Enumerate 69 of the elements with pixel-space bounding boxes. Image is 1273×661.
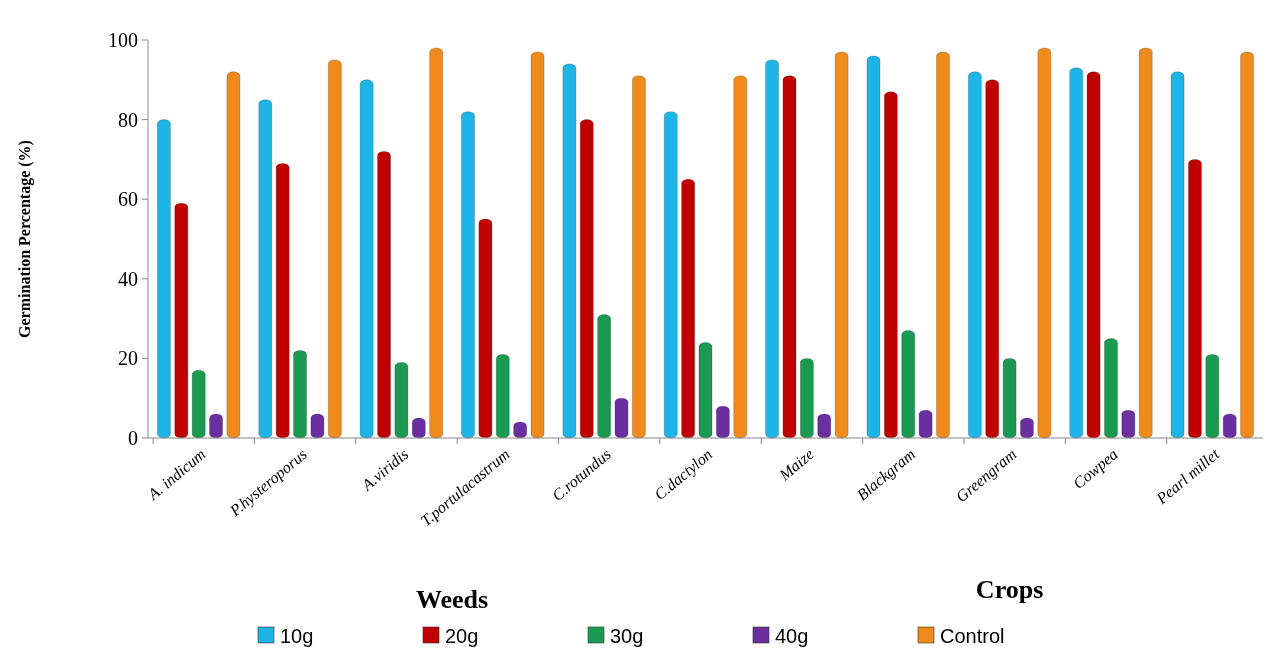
bar [310,413,325,439]
legend-label: 40g [775,625,809,647]
bar [293,350,307,439]
legend-label: 30g [610,625,644,647]
bar [834,51,849,439]
bar [191,370,206,439]
bar [716,405,730,439]
bar [174,202,189,439]
bar [377,151,391,439]
bar [579,119,594,439]
y-tick-label: 100 [108,29,138,51]
bar [1170,71,1185,439]
legend-label: 10g [280,625,314,647]
bar [800,358,814,439]
bar [663,111,678,439]
bar [918,409,933,439]
bar [562,63,577,439]
y-tick-label: 60 [118,188,138,211]
bar [359,79,374,439]
bar [1240,51,1254,439]
bar [1104,338,1118,439]
bar [782,75,797,439]
bar [461,111,475,439]
bar [632,75,646,439]
bar [1069,67,1084,439]
bar [1205,354,1220,439]
bar [209,413,223,439]
bar [327,59,342,439]
bar [226,71,241,439]
bar [884,91,898,439]
y-tick-label: 20 [118,347,138,370]
bar [1188,159,1202,439]
bar [614,397,629,439]
bar [1086,71,1101,439]
bar [530,51,545,439]
bar [733,75,748,439]
bar [1020,417,1034,439]
bar [681,179,695,439]
bar [157,119,171,439]
legend-label: Control [940,625,1005,647]
bar [765,59,779,439]
bar [513,421,527,439]
bar [411,417,426,439]
bar [597,314,611,439]
bar [866,55,881,439]
bar [901,330,916,439]
bar [985,79,1000,439]
y-tick-label: 40 [118,267,138,290]
bar [1138,47,1153,439]
bar [968,71,982,439]
bar [275,163,290,439]
bar [258,99,273,439]
bar [1002,358,1017,439]
bar [394,362,409,439]
y-axis-title: Germination Percentage (%) [16,140,34,338]
text: Crops [975,575,1044,604]
bar [478,218,493,439]
bar [698,342,713,439]
bar [1121,409,1136,439]
y-tick-label: 80 [118,108,138,131]
bar [817,413,832,439]
text: Weeds [415,585,489,614]
bar [936,51,950,439]
bar [429,47,443,439]
legend-label: 20g [445,625,479,647]
bar [495,354,510,439]
bar [1222,413,1237,439]
bar [1037,47,1052,439]
y-tick-label: 0 [128,427,138,449]
